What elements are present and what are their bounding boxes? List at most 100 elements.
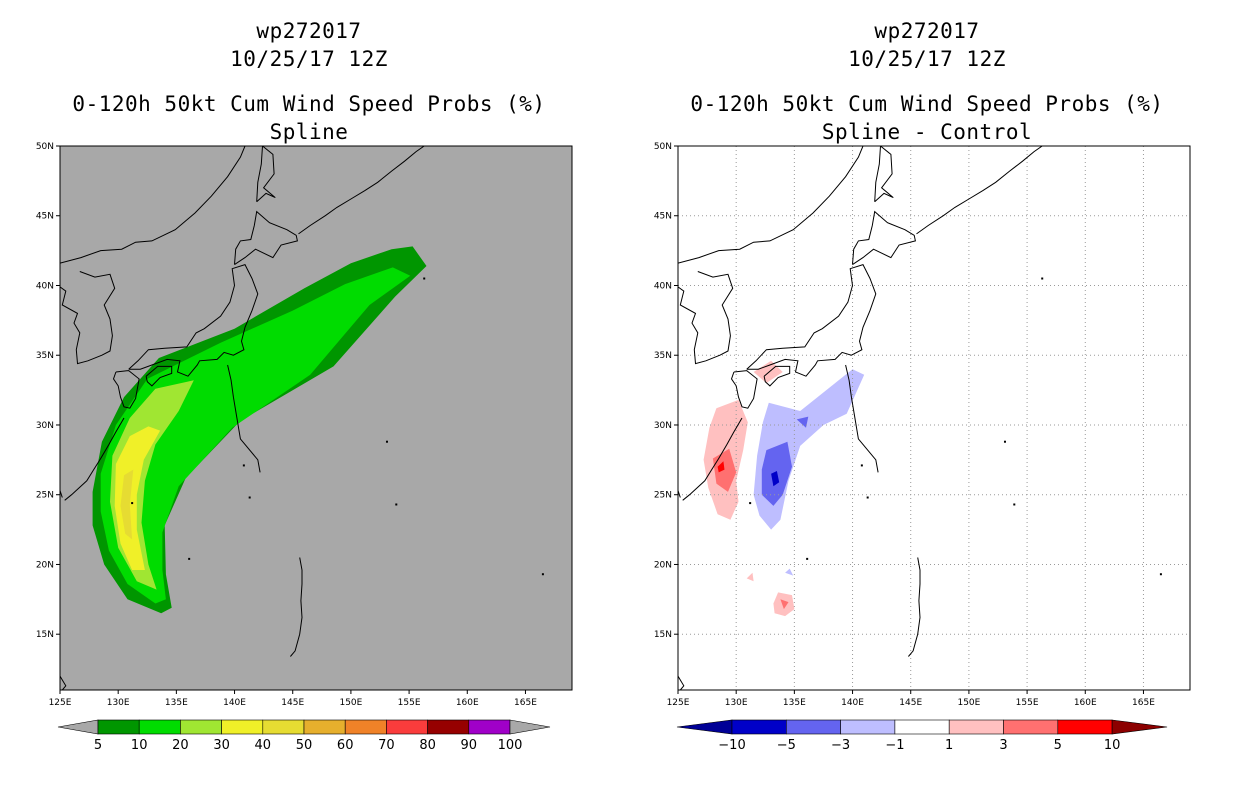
left-coastlines [60, 146, 544, 690]
right-chart-subtitle: Spline - Control [821, 120, 1033, 144]
right-coast-shikoku [763, 365, 791, 387]
left-colorbar-label-0: 5 [94, 738, 102, 753]
right-colorbar-label-4: 1 [945, 738, 953, 753]
left-panel: wp272017 10/25/17 12Z 0-120h 50kt Cum Wi… [36, 19, 573, 753]
left-colorbar-label-8: 80 [419, 738, 436, 753]
right-colorbar-label-3: −1 [885, 738, 904, 753]
left-islet-1 [248, 496, 251, 499]
left-colorbar: 5 10 20 30 40 50 60 70 80 90 100 [57, 719, 551, 753]
left-datetime: 10/25/17 12Z [230, 47, 388, 71]
right-y-tick-label-35N: 35N [654, 351, 672, 361]
right-colorbar-cell-2 [840, 719, 896, 735]
left-y-tick-label-40N: 40N [36, 281, 54, 291]
left-islet-4 [541, 573, 544, 576]
right-islet-6 [1003, 440, 1006, 443]
right-plot-frame [677, 145, 1191, 691]
left-chart-subtitle: Spline [269, 120, 349, 144]
left-coast-marianas [290, 557, 303, 657]
left-colorbar-cell-4 [262, 719, 305, 735]
left-colorbar-label-6: 60 [337, 738, 354, 753]
right-colorbar-label-1: −5 [777, 738, 796, 753]
right-colorbar-label-7: 10 [1104, 738, 1121, 753]
left-y-tick-label-15N: 15N [36, 630, 54, 640]
right-plot-background [678, 146, 1190, 690]
right-colorbar-cell-4 [948, 719, 1004, 735]
right-coast-marianas [908, 557, 921, 657]
left-colorbar-cell-1 [138, 719, 181, 735]
left-colorbar-cell-6 [344, 719, 387, 735]
right-y-tick-label-20N: 20N [654, 560, 672, 570]
left-map-chart: 125E 130E 135E 140E 145E 150E 155E 160E 165E 15N 2… [36, 142, 573, 753]
left-x-tick-label-140E: 140E [223, 698, 246, 708]
left-coast-korea [60, 271, 116, 365]
right-gridlines [678, 146, 1190, 690]
left-coast-kurils [298, 146, 425, 235]
right-coast-kyushu [730, 370, 758, 409]
left-x-tick-label-145E: 145E [281, 698, 304, 708]
left-chart-title: 0-120h 50kt Cum Wind Speed Probs (%) [72, 92, 546, 116]
left-y-tick-label-30N: 30N [36, 421, 54, 431]
left-colorbar-label-4: 40 [255, 738, 272, 753]
right-coast-kurils [916, 146, 1043, 235]
right-contour-neg3-8 [785, 568, 794, 576]
left-x-tick-label-125E: 125E [49, 698, 72, 708]
left-colorbar-label-7: 70 [378, 738, 395, 753]
left-coast-honshu [128, 263, 259, 377]
right-islet-1 [866, 496, 869, 499]
right-y-tick-label-45N: 45N [654, 212, 672, 222]
right-panel: wp272017 10/25/17 12Z 0-120h 50kt Cum Wi… [618, 0, 1236, 800]
right-colorbar-cell-1 [786, 719, 841, 735]
right-colorbar-label-6: 5 [1054, 738, 1062, 753]
left-storm-id: wp272017 [256, 19, 362, 43]
right-contour-5-6 [717, 461, 725, 473]
left-coast-izu-bonin [227, 364, 261, 473]
left-colorbar-cell-0 [97, 719, 140, 735]
left-colorbar-under-arrow [57, 719, 99, 735]
left-x-tick-label-165E: 165E [514, 698, 537, 708]
right-x-tick-label-140E: 140E [841, 698, 864, 708]
left-colorbar-cell-2 [180, 719, 222, 735]
right-colorbar-label-5: 3 [999, 738, 1007, 753]
right-islet-3 [860, 464, 863, 467]
right-coast-honshu [746, 263, 877, 377]
left-coast-shikoku [145, 365, 173, 387]
right-x-tick-label-125E: 125E [667, 698, 690, 708]
left-coast-kyushu [112, 370, 140, 409]
right-storm-id: wp272017 [874, 19, 980, 43]
right-islet-4 [1159, 573, 1162, 576]
left-coast-philippines-tip [60, 675, 67, 690]
left-plot-area [60, 146, 544, 690]
left-x-tick-label-135E: 135E [165, 698, 188, 708]
left-x-tick-label-155E: 155E [398, 698, 421, 708]
right-colorbar-cell-0 [731, 719, 787, 735]
right-islet-2 [806, 557, 809, 560]
left-y-tick-label-50N: 50N [36, 142, 54, 152]
right-map-chart: 125E 130E 135E 140E 145E 150E 155E 160E 165E 15N 2… [654, 142, 1191, 753]
left-coast-ryukyu [64, 417, 125, 501]
left-coast-sakhalin [256, 146, 276, 203]
right-coast-hokkaido [852, 210, 916, 266]
left-colorbar-label-3: 30 [213, 738, 230, 753]
left-contour-40-4 [120, 469, 134, 540]
right-islet-0 [1013, 503, 1016, 506]
right-colorbar: −10 −5 −3 −1 1 3 5 10 [676, 719, 1168, 753]
right-contour-3-5 [780, 599, 789, 610]
right-colorbar-label-0: −10 [718, 738, 745, 753]
left-x-tick-label-150E: 150E [339, 698, 362, 708]
left-islet-6 [385, 440, 388, 443]
right-plot-area [678, 146, 1190, 690]
left-colorbar-cell-7 [386, 719, 428, 735]
left-colorbar-label-9: 90 [461, 738, 478, 753]
right-chart-title: 0-120h 50kt Cum Wind Speed Probs (%) [690, 92, 1164, 116]
right-x-tick-label-165E: 165E [1132, 698, 1155, 708]
right-x-tick-label-160E: 160E [1074, 698, 1097, 708]
right-coast-sakhalin [874, 146, 894, 203]
right-x-tick-label-135E: 135E [783, 698, 806, 708]
right-x-tick-label-155E: 155E [1016, 698, 1039, 708]
right-x-tick-label-145E: 145E [899, 698, 922, 708]
left-colorbar-label-1: 10 [131, 738, 148, 753]
right-datetime: 10/25/17 12Z [848, 47, 1006, 71]
right-x-tick-label-150E: 150E [957, 698, 980, 708]
right-coast-philippines-tip [678, 675, 685, 690]
left-islet-5 [423, 277, 426, 280]
